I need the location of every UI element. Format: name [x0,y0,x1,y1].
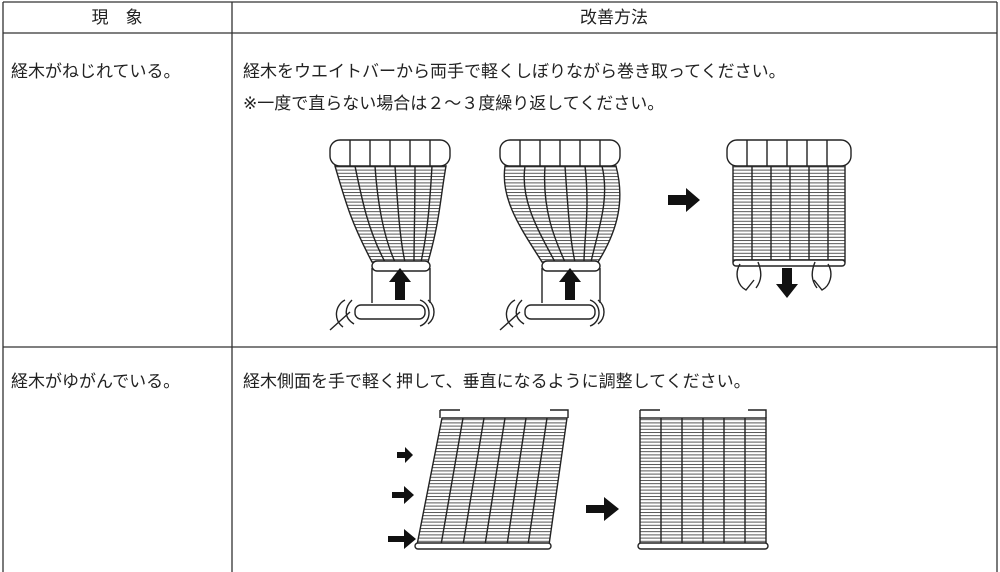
symptom: 経木がゆがんでいる。 [11,372,180,392]
twisted-blind [329,139,451,331]
header-remedy: 改善方法 [580,8,648,28]
illustration-skew [388,409,769,550]
symptom: 経木がねじれている。 [11,62,181,82]
remedy: 経木をウエイトバーから両手で軽くしぼりながら巻き取ってください。 [243,62,786,82]
twisted-blind [499,139,621,331]
illustration-twist [329,139,852,331]
straight-blind [726,139,852,298]
remedy: 経木側面を手で軽く押して、垂直になるように調整してください。 [243,372,751,392]
header-symptom: 現 象 [92,8,143,28]
remedy-note: ※一度で直らない場合は２～３度繰り返してください。 [243,94,664,114]
